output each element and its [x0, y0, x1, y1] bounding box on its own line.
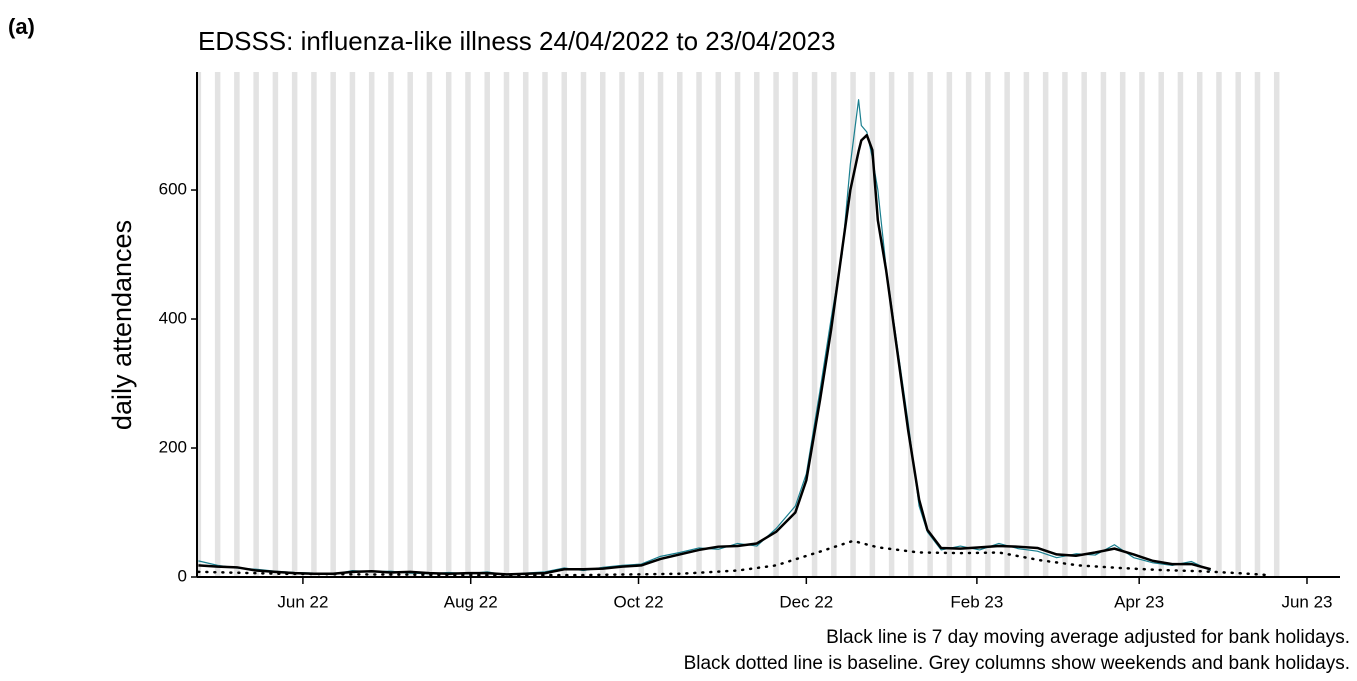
- weekend-column: [522, 72, 529, 577]
- weekend-column: [465, 72, 471, 577]
- x-tick-label: Feb 23: [950, 592, 1003, 611]
- weekend-column: [831, 72, 837, 577]
- weekend-column: [291, 72, 298, 577]
- note: Black dotted line is baseline. Grey colu…: [684, 653, 1350, 674]
- weekend-column: [888, 72, 895, 577]
- weekend-column: [1196, 72, 1203, 577]
- weekend-column: [1023, 72, 1030, 577]
- x-tick-label: Apr 23: [1114, 592, 1164, 611]
- weekend-column: [657, 72, 664, 577]
- weekend-column: [330, 72, 336, 577]
- y-tick-label: 400: [159, 309, 187, 328]
- weekend-column: [715, 72, 722, 577]
- weekend-column: [542, 72, 548, 577]
- weekend-column: [1062, 72, 1068, 577]
- weekend-column: [1139, 72, 1145, 577]
- weekend-column: [407, 72, 413, 577]
- weekend-column: [311, 72, 317, 577]
- weekend-column: [1235, 72, 1241, 577]
- weekend-column: [214, 72, 221, 577]
- weekend-column: [946, 72, 953, 577]
- weekend-column: [1273, 72, 1280, 577]
- weekend-column: [484, 72, 490, 577]
- weekend-column: [445, 72, 452, 577]
- weekend-column: [1100, 72, 1107, 577]
- x-tick-label: Oct 22: [613, 592, 663, 611]
- weekend-column: [272, 72, 279, 577]
- x-tick-label: Jun 22: [277, 592, 328, 611]
- chart-title: EDSSS: influenza-like illness 24/04/2022…: [198, 26, 835, 56]
- weekend-column: [1042, 72, 1049, 577]
- weekend-column: [869, 72, 876, 577]
- weekend-column: [561, 72, 567, 577]
- weekend-column: [773, 72, 779, 577]
- y-tick-label: 200: [159, 437, 187, 456]
- weekend-column: [850, 72, 856, 577]
- y-axis-label: daily attendances: [107, 220, 137, 430]
- weekend-column: [426, 72, 433, 577]
- weekend-column: [388, 72, 394, 577]
- weekend-column: [754, 72, 760, 577]
- weekend-column: [368, 72, 375, 577]
- y-tick-label: 600: [159, 180, 187, 199]
- weekend-column: [638, 72, 645, 577]
- weekend-column: [696, 72, 702, 577]
- series-line: [198, 133, 1212, 576]
- weekend-column: [927, 72, 933, 577]
- weekend-column: [503, 72, 510, 577]
- weekend-column: [1177, 72, 1184, 577]
- weekend-column: [234, 72, 240, 577]
- weekend-column: [792, 72, 799, 577]
- baseline-line: [197, 539, 1270, 577]
- weekend-column: [1254, 72, 1261, 577]
- weekend-column: [600, 72, 606, 577]
- weekend-column: [811, 72, 818, 577]
- x-tick-label: Aug 22: [444, 592, 498, 611]
- weekend-column: [1004, 72, 1010, 577]
- weekend-column: [1081, 72, 1087, 577]
- weekend-column: [734, 72, 741, 577]
- weekend-column: [1158, 72, 1164, 577]
- weekend-column: [1119, 72, 1126, 577]
- weekend-column: [253, 72, 259, 577]
- weekend-column: [619, 72, 625, 577]
- weekend-column: [985, 72, 991, 577]
- panel-label: (a): [8, 14, 35, 39]
- weekend-column: [197, 72, 202, 577]
- weekend-column: [1216, 72, 1222, 577]
- x-tick-label: Jun 23: [1281, 592, 1332, 611]
- weekend-column: [580, 72, 587, 577]
- note: Black line is 7 day moving average adjus…: [826, 627, 1350, 648]
- weekend-column: [908, 72, 914, 577]
- weekend-column: [349, 72, 356, 577]
- weekend-column: [965, 72, 972, 577]
- y-tick-label: 0: [178, 566, 187, 585]
- weekend-column: [677, 72, 683, 577]
- x-tick-label: Dec 22: [779, 592, 833, 611]
